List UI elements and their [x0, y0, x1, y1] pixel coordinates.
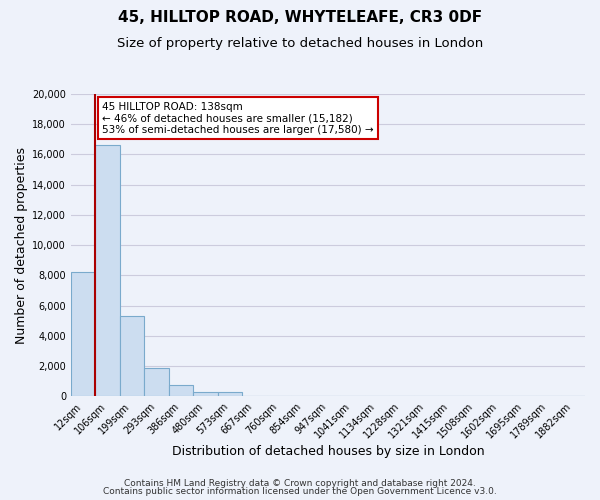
Bar [169, 385, 193, 396]
Text: Size of property relative to detached houses in London: Size of property relative to detached ho… [117, 38, 483, 51]
Bar [218, 392, 242, 396]
Text: 45 HILLTOP ROAD: 138sqm
← 46% of detached houses are smaller (15,182)
53% of sem: 45 HILLTOP ROAD: 138sqm ← 46% of detache… [102, 102, 373, 135]
Text: 45, HILLTOP ROAD, WHYTELEAFE, CR3 0DF: 45, HILLTOP ROAD, WHYTELEAFE, CR3 0DF [118, 10, 482, 25]
Bar [71, 272, 95, 396]
X-axis label: Distribution of detached houses by size in London: Distribution of detached houses by size … [172, 444, 484, 458]
Text: Contains HM Land Registry data © Crown copyright and database right 2024.: Contains HM Land Registry data © Crown c… [124, 478, 476, 488]
Y-axis label: Number of detached properties: Number of detached properties [15, 146, 28, 344]
Bar [145, 368, 169, 396]
Bar [193, 392, 218, 396]
Text: Contains public sector information licensed under the Open Government Licence v3: Contains public sector information licen… [103, 487, 497, 496]
Bar [120, 316, 145, 396]
Bar [95, 146, 120, 396]
